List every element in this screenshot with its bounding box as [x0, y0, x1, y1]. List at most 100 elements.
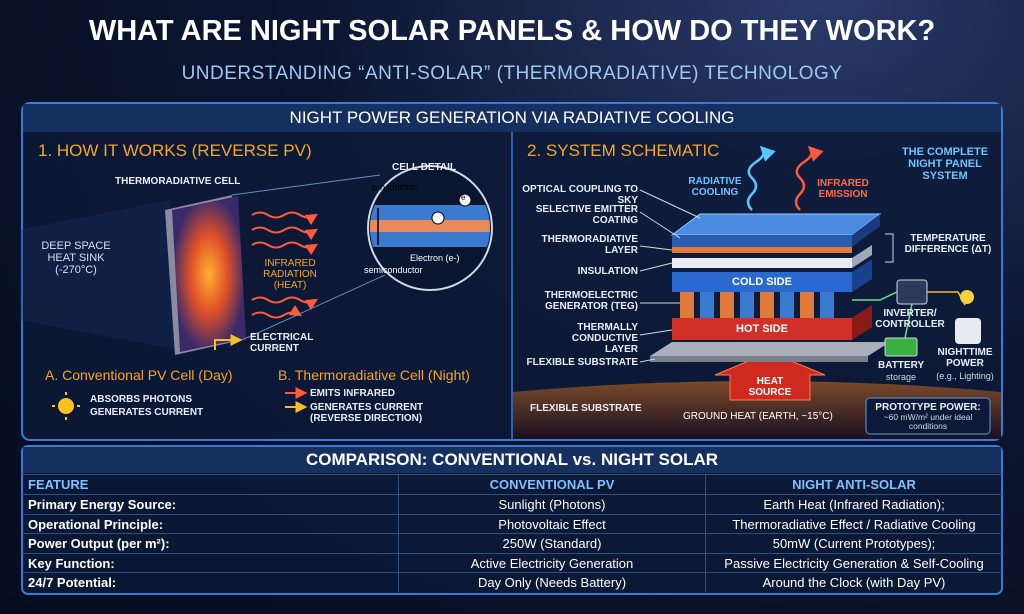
label: BATTERY: [878, 360, 925, 371]
table-row: Operational Principle: Photovoltaic Effec…: [22, 513, 1002, 534]
substrate-top: [650, 342, 890, 356]
electron: [458, 193, 472, 207]
thermoradiative-cell: [172, 196, 246, 352]
label: p-n junction: [372, 182, 419, 192]
cell: Earth Heat (Infrared Radiation);: [705, 495, 1002, 514]
insulation-face: [852, 245, 872, 268]
layer-label: THERMORADIATIVE LAYER: [541, 234, 638, 256]
label: NIGHTTIME POWER: [937, 347, 993, 369]
layer-label: THERMALLY CONDUCTIVE LAYER: [571, 322, 638, 355]
table-header-row: FEATURE CONVENTIONAL PV NIGHT ANTI-SOLAR: [22, 474, 1002, 494]
label: HOT SIDE: [736, 323, 788, 335]
thermoradiative-layer: [672, 247, 852, 253]
table-row: Power Output (per m²): 250W (Standard) 50m…: [22, 533, 1002, 553]
label: CELL DETAIL: [392, 162, 457, 173]
bulb-icon: [960, 290, 974, 304]
cell: Photovoltaic Effect: [398, 514, 705, 534]
layer-label: SELECTIVE EMITTER COATING: [535, 204, 638, 226]
table-title: COMPARISON: CONVENTIONAL vs. NIGHT SOLAR: [305, 450, 719, 469]
cell: Passive Electricity Generation & Self-Co…: [705, 553, 1002, 573]
panel-title: NIGHT POWER GENERATION VIA RADIATIVE COO…: [289, 108, 735, 127]
cell-detail-layers: [370, 205, 490, 247]
selective-emitter: [672, 235, 852, 247]
label: HEAT SOURCE: [748, 376, 792, 398]
infrared-arrows: [251, 211, 319, 319]
cell: Active Electricity Generation: [398, 553, 705, 573]
sun-rays: [52, 392, 80, 420]
outlet-icon: [955, 318, 981, 344]
label: INVERTER/ CONTROLLER: [875, 308, 945, 330]
wire: [904, 303, 913, 339]
label: EMITS INFRARED: [310, 388, 395, 399]
cell: Power Output (per m²):: [28, 536, 170, 551]
label: GENERATES CURRENT (REVERSE DIRECTION): [310, 402, 424, 424]
ir-arrow: [251, 241, 319, 256]
cell: Sunlight (Photons): [398, 495, 705, 514]
cell: 250W (Standard): [398, 534, 705, 553]
cell: Around the Clock (with Day PV): [705, 573, 1002, 592]
layer-label: THERMOELECTRIC GENERATOR (TEG): [544, 290, 638, 312]
header-cell: NIGHT ANTI-SOLAR: [705, 475, 1002, 494]
label: semiconductor: [364, 265, 423, 275]
emission-arrow: [794, 145, 824, 211]
zoom-line: [241, 274, 386, 341]
battery-icon: [884, 337, 918, 357]
layer-label: OPTICAL COUPLING TO SKY: [522, 184, 638, 206]
electron: [431, 211, 445, 225]
label: Electron (e-): [410, 253, 460, 263]
light-cone: [20, 200, 180, 350]
cooling-arrow: [746, 145, 776, 211]
table-row: Primary Energy Source: Sunlight (Photons)…: [22, 494, 1002, 514]
hot-side-face: [852, 305, 872, 340]
zoom-line: [231, 174, 381, 196]
label: THERMORADIATIVE CELL: [115, 176, 241, 187]
cell: Primary Energy Source:: [28, 497, 177, 512]
label: ELECTRICAL CURRENT: [250, 332, 314, 354]
leader-lines: [639, 189, 701, 363]
label: COLD SIDE: [732, 276, 792, 288]
wire: [852, 291, 898, 301]
header-cell: CONVENTIONAL PV: [398, 475, 705, 494]
ir-arrow: [251, 304, 303, 319]
title: WHAT ARE NIGHT SOLAR PANELS & HOW DO THE…: [88, 15, 936, 47]
sun-icon: [58, 398, 74, 414]
label: PROTOTYPE POWER:: [875, 402, 981, 413]
junction-layer: [370, 220, 490, 232]
current-arrow: [214, 334, 243, 350]
table-title-bar: [23, 447, 1001, 473]
cell: Operational Principle:: [28, 516, 164, 532]
label: INFRARED RADIATION (HEAT): [263, 258, 317, 291]
substrate: [650, 356, 868, 362]
inverter-icon: [896, 279, 928, 305]
insulation: [672, 258, 852, 268]
prototype-box: [865, 397, 991, 435]
section-title: 2. SYSTEM SCHEMATIC: [527, 141, 720, 160]
cold-side: [672, 272, 852, 292]
subheading: A. Conventional PV Cell (Day): [45, 367, 233, 383]
label: THE COMPLETE NIGHT PANEL SYSTEM: [901, 146, 989, 183]
cell: Key Function:: [28, 555, 115, 571]
comparison-table: [21, 445, 1003, 595]
layer-label: INSULATION: [577, 266, 638, 277]
label: e⁻: [461, 193, 470, 202]
cell: 24/7 Potential:: [28, 575, 117, 590]
hot-side: [672, 318, 852, 340]
cell: Day Only (Needs Battery): [398, 573, 705, 592]
label: INFRARED EMISSION: [817, 178, 869, 200]
table-row: Key Function: Active Electricity Generati…: [22, 552, 1002, 573]
label: DEEP SPACE HEAT SINK (-270°C): [41, 240, 111, 277]
cold-side-face: [852, 259, 872, 292]
label: TEMPERATURE DIFFERENCE (ΔT): [904, 233, 992, 255]
delta-t-bracket: [885, 233, 894, 263]
label: GROUND HEAT (EARTH, ~15°C): [683, 411, 833, 422]
section-title: 1. HOW IT WORKS (REVERSE PV): [38, 141, 312, 160]
label: FLEXIBLE SUBSTRATE: [530, 403, 642, 414]
emitter-top: [670, 213, 882, 236]
layer-label: FLEXIBLE SUBSTRATE: [526, 357, 638, 368]
cell: 50mW (Current Prototypes);: [705, 534, 1002, 553]
label: ABSORBS PHOTONS: [90, 394, 193, 405]
header-cell: FEATURE: [28, 477, 89, 492]
heat-source-arrow: [714, 351, 826, 401]
emitter-face: [852, 214, 880, 247]
